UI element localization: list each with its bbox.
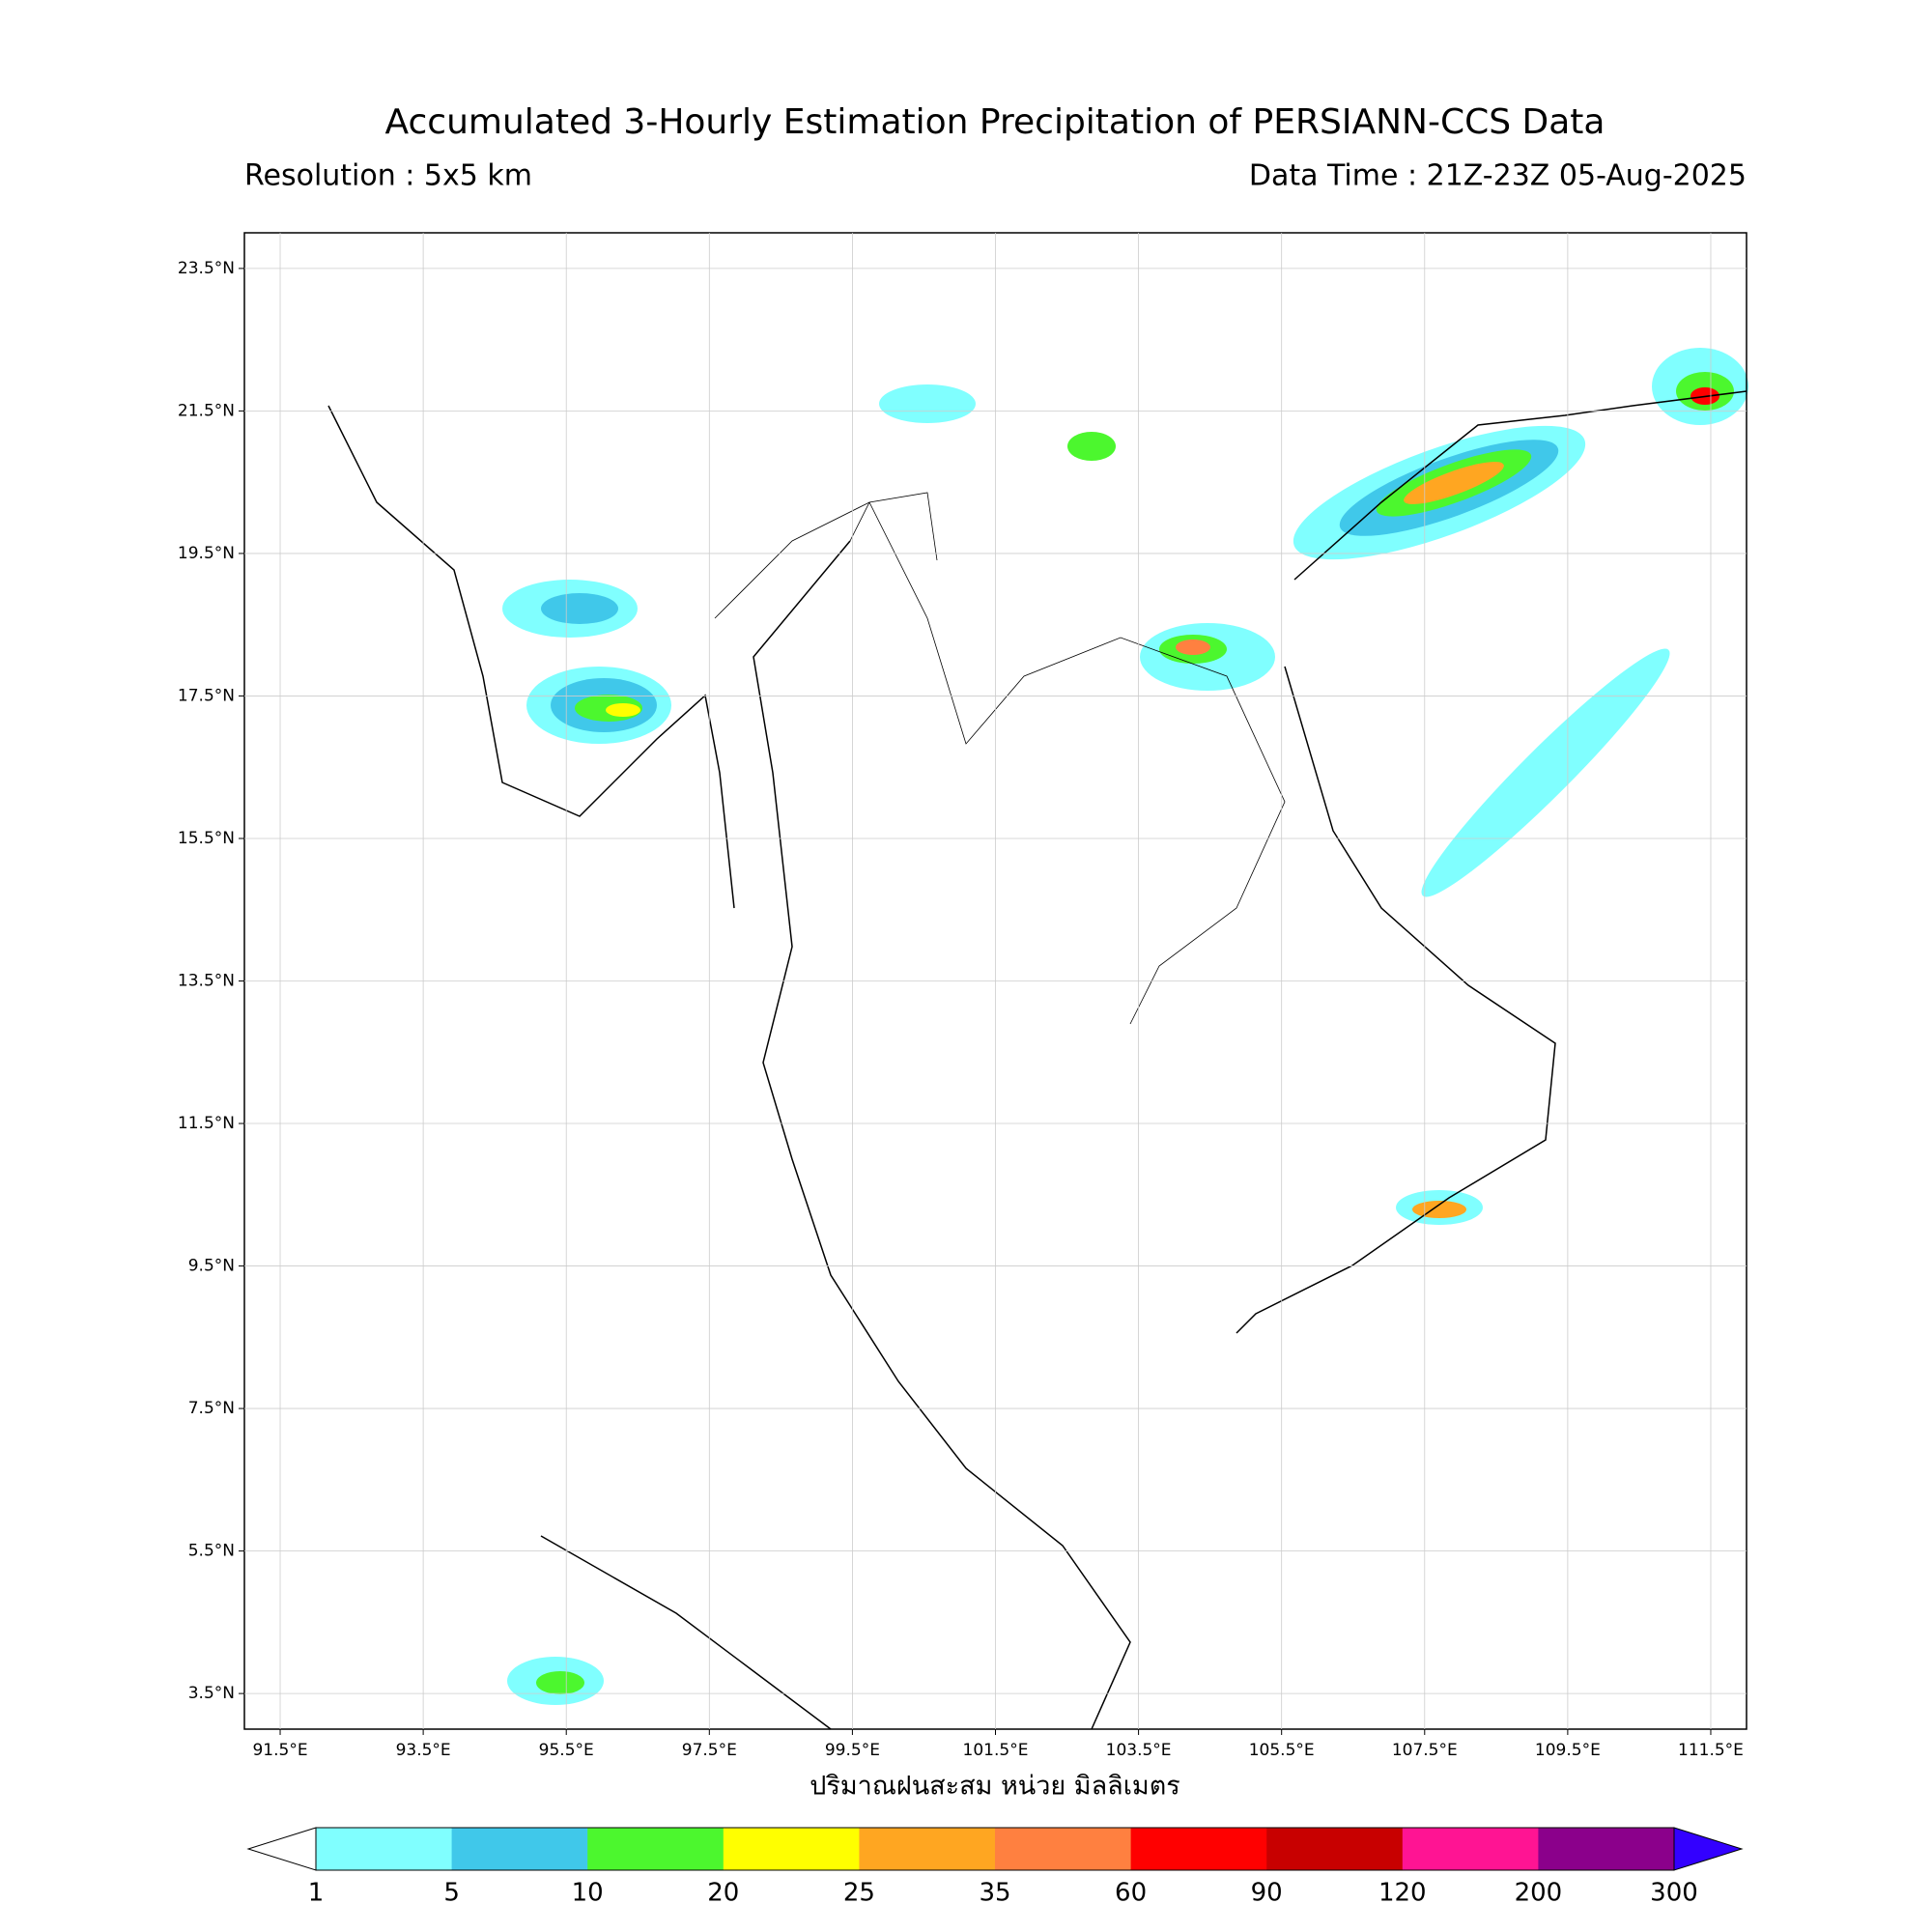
colorbar-segment xyxy=(859,1828,996,1870)
colorbar-segment xyxy=(587,1828,724,1870)
country-borders xyxy=(714,492,1286,1025)
subtitle-right: Data Time : 21Z-23Z 05-Aug-2025 xyxy=(1249,159,1747,193)
y-tick-label: 21.5°N xyxy=(178,401,235,420)
y-tick-label: 23.5°N xyxy=(178,259,235,278)
y-tick-label: 15.5°N xyxy=(178,829,235,848)
y-tick-label: 7.5°N xyxy=(188,1399,235,1418)
x-tick-label: 107.5°E xyxy=(1392,1741,1458,1760)
x-tick-label: 93.5°E xyxy=(396,1741,451,1760)
x-tick-label: 101.5°E xyxy=(963,1741,1029,1760)
colorbar-segment xyxy=(1130,1828,1267,1870)
title: Accumulated 3-Hourly Estimation Precipit… xyxy=(385,102,1605,142)
colorbar-segment xyxy=(451,1828,588,1870)
colorbar-tick-label: 60 xyxy=(1115,1879,1147,1908)
colorbar-tick-label: 25 xyxy=(843,1879,875,1908)
colorbar-tick-label: 35 xyxy=(979,1879,1010,1908)
colorbar-tick-label: 300 xyxy=(1650,1879,1698,1908)
colorbar-segment xyxy=(1538,1828,1675,1870)
colorbar-tick-label: 90 xyxy=(1251,1879,1283,1908)
colorbar-tick-label: 20 xyxy=(707,1879,739,1908)
precipitation-field xyxy=(502,348,1748,1705)
x-tick-label: 105.5°E xyxy=(1249,1741,1315,1760)
colorbar-segment xyxy=(723,1828,860,1870)
x-tick-label: 99.5°E xyxy=(825,1741,880,1760)
colorbar-under xyxy=(246,1827,317,1871)
x-tick-label: 103.5°E xyxy=(1106,1741,1172,1760)
colorbar-frame xyxy=(315,1827,1675,1871)
colorbar-tick-label: 1 xyxy=(308,1879,325,1908)
colorbar-segment xyxy=(1266,1828,1404,1870)
x-tick-label: 95.5°E xyxy=(539,1741,594,1760)
subtitle-left: Resolution : 5x5 km xyxy=(244,159,532,193)
x-tick-label: 111.5°E xyxy=(1678,1741,1744,1760)
x-tick-label: 97.5°E xyxy=(682,1741,737,1760)
y-tick-label: 5.5°N xyxy=(188,1542,235,1561)
y-tick-label: 13.5°N xyxy=(178,972,235,991)
y-tick-label: 11.5°N xyxy=(178,1114,235,1133)
colorbar-segment xyxy=(316,1828,453,1870)
x-tick-label: 91.5°E xyxy=(252,1741,307,1760)
x-tick-label: 109.5°E xyxy=(1535,1741,1601,1760)
colorbar-segment xyxy=(995,1828,1132,1870)
colorbar-tick-label: 120 xyxy=(1378,1879,1427,1908)
colorbar-label: ปริมาณฝนสะสม หน่วย มิลลิเมตร xyxy=(810,1772,1180,1802)
coastline xyxy=(327,390,1747,1730)
colorbar-tick-label: 5 xyxy=(443,1879,460,1908)
y-tick-label: 19.5°N xyxy=(178,544,235,563)
colorbar-tick-label: 10 xyxy=(572,1879,604,1908)
colorbar-tick-label: 200 xyxy=(1515,1879,1563,1908)
colorbar-segment xyxy=(1402,1828,1539,1870)
y-tick-label: 3.5°N xyxy=(188,1684,235,1703)
y-tick-label: 17.5°N xyxy=(178,686,235,705)
y-tick-label: 9.5°N xyxy=(188,1257,235,1276)
colorbar-over xyxy=(1673,1827,1744,1871)
